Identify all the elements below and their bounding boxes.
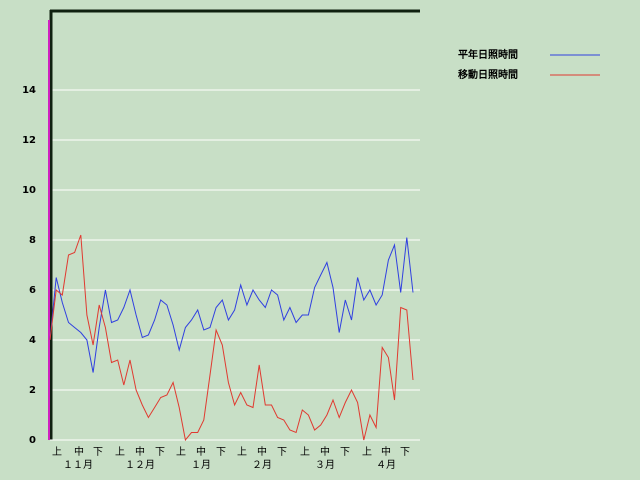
x-period-label: 中 [135, 445, 145, 458]
legend-label: 移動日照時間 [458, 68, 518, 81]
series-line [49, 234, 414, 442]
x-period-label: 下 [93, 447, 103, 458]
x-period-label: 上 [237, 446, 247, 458]
y-tick-label: 12 [22, 135, 36, 146]
x-period-label: 上 [362, 446, 372, 458]
x-period-label: 下 [340, 447, 350, 458]
x-period-label: 下 [277, 447, 287, 458]
x-period-label: 下 [400, 447, 410, 458]
y-tick-label: 0 [29, 435, 36, 446]
series-line [49, 237, 414, 373]
x-period-label: 上 [52, 446, 62, 458]
y-tick-label: 8 [29, 235, 36, 246]
legend-label: 平年日照時間 [458, 48, 518, 61]
x-period-label: 上 [176, 446, 186, 458]
y-tick-label: 14 [22, 85, 36, 96]
x-period-label: 中 [320, 445, 330, 458]
x-period-label: 中 [381, 445, 391, 458]
x-month-label: １月 [191, 459, 211, 471]
x-period-label: 中 [74, 445, 84, 458]
x-period-label: 下 [216, 447, 226, 458]
x-month-label: ３月 [315, 459, 335, 471]
x-period-label: 下 [155, 447, 165, 458]
y-tick-label: 4 [29, 335, 36, 346]
y-tick-label: 6 [29, 285, 36, 296]
x-month-label: ２月 [252, 459, 272, 471]
y-tick-label: 2 [29, 385, 36, 396]
x-period-label: 中 [257, 445, 267, 458]
x-month-label: １２月 [125, 459, 155, 471]
x-month-label: ４月 [376, 459, 396, 471]
x-period-label: 上 [115, 446, 125, 458]
x-month-label: １１月 [63, 459, 93, 471]
y-tick-label: 10 [22, 185, 36, 196]
x-period-label: 上 [300, 446, 310, 458]
x-period-label: 中 [196, 445, 206, 458]
